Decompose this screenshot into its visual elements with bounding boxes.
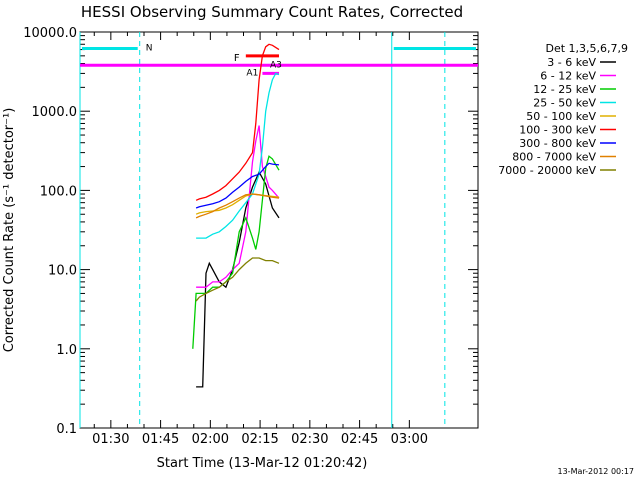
y-tick-label: 100.0 (40, 184, 77, 199)
y-tick-label: 10000.0 (23, 26, 77, 41)
flag-overlays: N A1 A3 F (79, 32, 478, 428)
timestamp: 13-Mar-2012 00:17 (558, 467, 635, 476)
y-tick-label: 1.0 (56, 343, 77, 358)
x-tick-label: 02:15 (241, 432, 278, 447)
y-tick-label: 0.1 (56, 422, 77, 437)
x-tick-label: 02:45 (341, 432, 378, 447)
legend-entry-label: 800 - 7000 keV (512, 151, 596, 164)
y-axis-label: Corrected Count Rate (s⁻¹ detector⁻¹) (2, 108, 17, 353)
legend-header: Det 1,3,5,6,7,9 (545, 42, 628, 55)
x-axis-label: Start Time (13-Mar-12 01:20:42) (157, 456, 368, 471)
chart-title: HESSI Observing Summary Count Rates, Cor… (81, 3, 463, 21)
x-tick-label: 02:00 (192, 432, 229, 447)
legend-entry-label: 12 - 25 keV (533, 83, 596, 96)
x-tick-label: 01:45 (142, 432, 179, 447)
series-lines (192, 43, 280, 388)
series-line-3 (196, 72, 280, 239)
attenuator-a3-label: A3 (270, 60, 282, 70)
series-line-1 (196, 125, 280, 288)
legend-entry-label: 300 - 800 keV (519, 137, 596, 150)
x-tick-label: 01:30 (92, 432, 129, 447)
legend-entry-label: 6 - 12 keV (540, 70, 596, 83)
legend-entry-label: 3 - 6 keV (547, 56, 596, 69)
legend-entry-label: 50 - 100 keV (526, 110, 596, 123)
legend-entry-label: 100 - 300 keV (519, 124, 596, 137)
flare-flag-label: F (234, 53, 240, 64)
legend-entry-label: 7000 - 20000 keV (498, 164, 596, 177)
y-axis: 0.1 1.0 10.0 100.0 1000.0 10000.0 (23, 26, 478, 437)
attenuator-a1-label: A1 (246, 68, 258, 78)
night-flag-label: N (146, 43, 153, 53)
x-axis: 01:30 01:45 02:00 02:15 02:30 02:45 03:00 (92, 32, 428, 447)
series-line-6 (195, 162, 280, 209)
legend-entry-label: 25 - 50 keV (533, 97, 596, 110)
y-tick-label: 10.0 (48, 264, 77, 279)
x-tick-label: 02:30 (291, 432, 328, 447)
x-tick-label: 03:00 (391, 432, 428, 447)
series-line-2 (192, 155, 280, 349)
y-tick-label: 1000.0 (32, 105, 78, 120)
series-line-5 (195, 43, 280, 201)
series-line-7 (195, 193, 280, 219)
series-line-8 (195, 257, 280, 302)
